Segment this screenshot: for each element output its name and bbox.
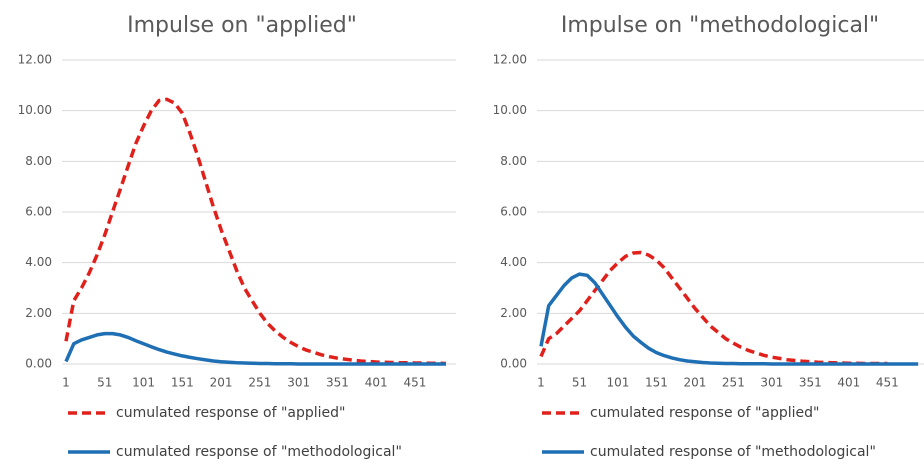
y-tick-label: 10.00: [493, 103, 527, 117]
x-tick-label: 351: [326, 376, 349, 390]
y-tick-label: 8.00: [25, 154, 52, 168]
y-tick-label: 2.00: [500, 306, 527, 320]
series-line: [539, 272, 919, 366]
y-tick-label: 12.00: [18, 53, 52, 67]
x-tick-label: 401: [837, 376, 860, 390]
x-tick-label: 1: [62, 376, 70, 390]
legend-label: cumulated response of "methodological": [590, 444, 876, 460]
y-tick-label: 0.00: [25, 357, 52, 371]
y-tick-label: 4.00: [500, 255, 527, 269]
chart-title: Impulse on "methodological": [561, 13, 879, 38]
y-tick-label: 12.00: [493, 53, 527, 67]
legend-label: cumulated response of "applied": [590, 405, 819, 421]
x-tick-label: 351: [799, 376, 822, 390]
y-tick-label: 8.00: [500, 154, 527, 168]
x-tick-label: 451: [876, 376, 899, 390]
x-tick-label: 301: [760, 376, 783, 390]
x-tick-label: 201: [210, 376, 233, 390]
series-line: [539, 250, 888, 366]
y-tick-label: 2.00: [25, 306, 52, 320]
x-tick-label: 101: [132, 376, 155, 390]
y-tick-label: 6.00: [500, 205, 527, 219]
x-tick-label: 251: [248, 376, 271, 390]
chart-title: Impulse on "applied": [127, 13, 357, 38]
legend-label: cumulated response of "methodological": [116, 444, 402, 460]
y-tick-label: 0.00: [500, 357, 527, 371]
x-tick-label: 301: [287, 376, 310, 390]
x-tick-label: 201: [683, 376, 706, 390]
x-tick-label: 101: [607, 376, 630, 390]
y-tick-label: 4.00: [25, 255, 52, 269]
x-tick-label: 401: [365, 376, 388, 390]
x-tick-label: 151: [645, 376, 668, 390]
x-tick-label: 51: [572, 376, 587, 390]
series-line: [64, 97, 447, 366]
y-tick-label: 10.00: [18, 103, 52, 117]
series-line: [64, 331, 446, 366]
x-tick-label: 251: [722, 376, 745, 390]
x-tick-label: 151: [171, 376, 194, 390]
x-tick-label: 51: [97, 376, 112, 390]
x-tick-label: 1: [537, 376, 545, 390]
y-tick-label: 6.00: [25, 205, 52, 219]
x-tick-label: 451: [404, 376, 427, 390]
legend-label: cumulated response of "applied": [116, 405, 345, 421]
